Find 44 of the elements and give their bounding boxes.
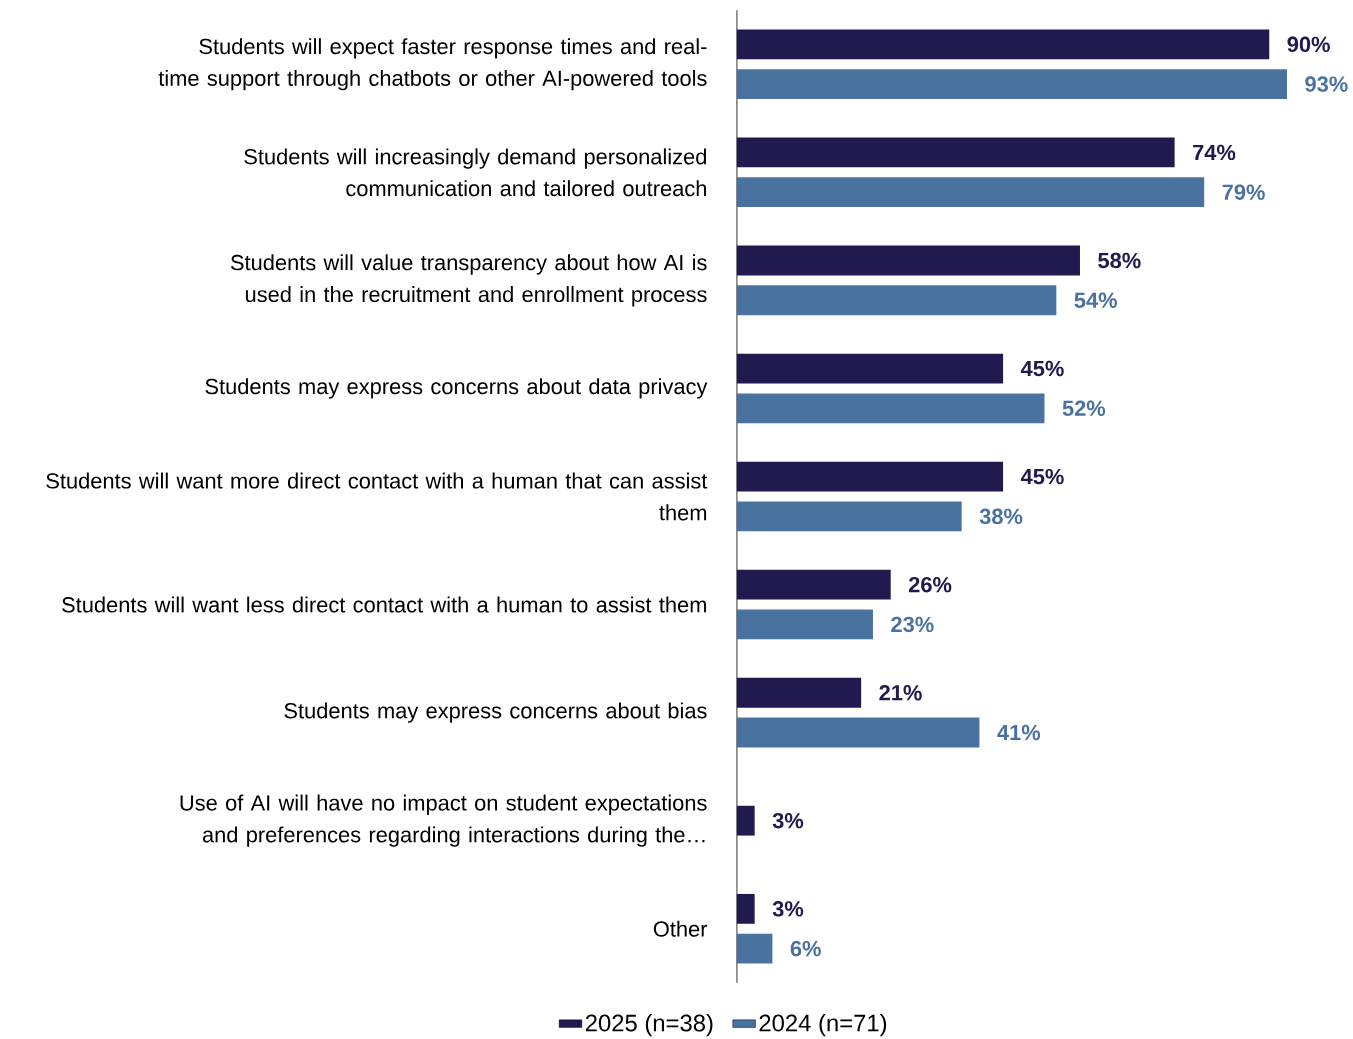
- y-tick-label: Students will value transparency about how AI is used in the recruitment and enrollment process: [230, 254, 707, 307]
- bar: [736, 177, 1205, 208]
- data-label: 79%: [1222, 184, 1265, 201]
- data-label: 41%: [997, 725, 1041, 741]
- data-label: 45%: [1020, 469, 1064, 485]
- data-label: 3%: [772, 813, 804, 829]
- y-tick-label: Students will want less direct contact with a human to assist them: [62, 596, 706, 613]
- data-label: 74%: [1193, 144, 1236, 161]
- bar: [736, 137, 1175, 168]
- legend-label: 2024 (n=71): [759, 1014, 887, 1037]
- bar: [736, 461, 1004, 492]
- data-label: 45%: [1020, 361, 1064, 377]
- y-tick-label: Students will increasingly demand personalized communication and tailored outreach: [244, 148, 706, 197]
- data-label: 52%: [1062, 400, 1106, 417]
- y-tick-label: Students will expect faster response times and real-time support through chatbots or other AI-powered tools: [158, 38, 707, 91]
- bar: [736, 29, 1270, 60]
- bar: [736, 69, 1287, 100]
- data-label: 21%: [879, 685, 922, 701]
- legend-label: 2025 (n=38): [585, 1014, 713, 1037]
- bar: [736, 569, 891, 600]
- bar: [736, 501, 962, 532]
- data-label: 54%: [1074, 292, 1117, 309]
- bar: [736, 285, 1057, 316]
- data-label: 3%: [772, 901, 804, 917]
- data-label: 38%: [979, 508, 1023, 525]
- data-label: 6%: [790, 941, 821, 957]
- data-label: 58%: [1098, 252, 1141, 269]
- bar: [736, 678, 862, 708]
- bar: [736, 609, 873, 640]
- y-tick-label: Students will want more direct contact with a human that can assist them: [46, 472, 708, 521]
- bar: [736, 393, 1045, 424]
- data-label: 26%: [908, 577, 952, 593]
- bar: [736, 717, 980, 748]
- y-tick-label: Students may express concerns about data privacy: [205, 378, 708, 399]
- bar: [736, 353, 1004, 384]
- data-label: 23%: [891, 616, 934, 633]
- y-tick-label: Other: [653, 920, 708, 937]
- data-label: 93%: [1305, 76, 1348, 93]
- y-tick-label: Use of AI will have no impact on student expectations and preferences regarding interactions during the…: [180, 794, 707, 847]
- bar: [736, 933, 773, 964]
- bar: [736, 245, 1080, 276]
- data-label: 90%: [1287, 36, 1330, 53]
- bar: [736, 894, 755, 924]
- y-tick-label: Students may express concerns about bias: [284, 702, 707, 724]
